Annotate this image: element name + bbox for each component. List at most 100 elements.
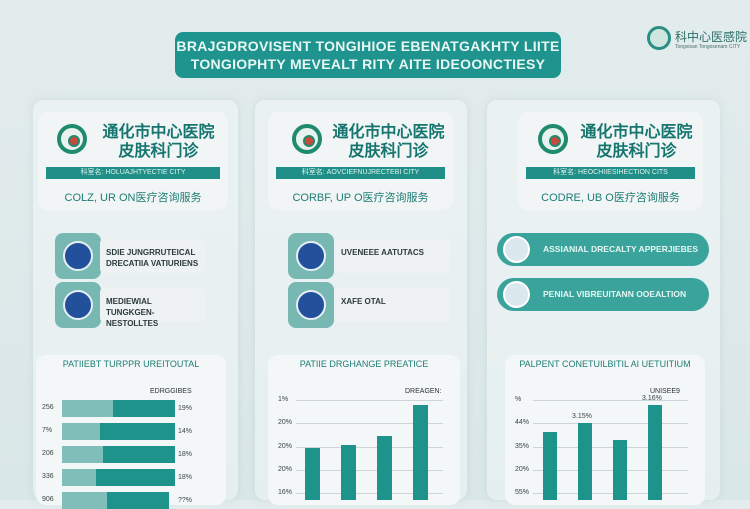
subtitle: CODRE, UB O医疗咨询服务 (541, 192, 680, 204)
hospital-seal-icon (292, 124, 322, 154)
bar-segment-dark (107, 492, 170, 509)
gridline (296, 469, 443, 471)
chart-title: PALPENT CONETUILBITIL AI UETUITIUM (519, 359, 691, 369)
gridline (533, 446, 688, 448)
gridline (296, 493, 443, 495)
department-strip: 科室名: HOLUAJHTYECTIE CITY (46, 167, 220, 179)
chart-title: PATIIE DRGHANGE PREATICE (299, 359, 429, 369)
data-label: 3.16% (642, 395, 662, 403)
service-icon-box[interactable] (55, 233, 101, 279)
bar-segment-light (62, 492, 108, 509)
emblem-icon (647, 26, 671, 50)
hospital-name-text: 通化市中心医院 (102, 122, 215, 141)
y-tick-label: 55% (515, 489, 530, 497)
department-strip: 科室名: HEOCHIIESIHECTION CITS (526, 167, 695, 179)
bar (578, 423, 592, 500)
service-item[interactable]: XAFE OTAL (335, 288, 450, 322)
gridline (533, 423, 688, 425)
gridline (296, 400, 443, 401)
y-tick-label: 16% (278, 489, 293, 497)
bar (413, 405, 428, 500)
chart-legend: UNISEE9 (650, 388, 680, 395)
value-label: 19% (178, 405, 193, 412)
banner-line-1: BRAJGDROVISENT TONGIHIOE EBENATGAKHTY LI… (176, 38, 560, 54)
value-label: 14% (178, 428, 193, 435)
gridline (296, 446, 443, 448)
hospital-seal-icon (538, 124, 568, 154)
category-label: 256 (42, 404, 54, 411)
hospital-name: 通化市中心医院 皮肤科门诊 (328, 122, 449, 160)
gridline (533, 469, 688, 471)
service-pill-label: ASSIANIAL DRECALTY APPERJIEBES (543, 244, 699, 254)
bar-segment-light (62, 469, 96, 486)
tree-icon (63, 241, 93, 271)
hospital-name: 通化市中心医院 皮肤科门诊 (574, 122, 699, 160)
y-tick-label: 35% (515, 442, 530, 450)
bar-segment-light (62, 423, 101, 440)
y-tick-label: 20% (278, 419, 293, 427)
wings-emblem-icon (296, 290, 326, 320)
bar (305, 448, 320, 500)
bar-segment-dark (102, 446, 175, 463)
bar (543, 431, 557, 500)
category-label: 206 (42, 450, 54, 457)
hospital-header-card: 通化市中心医院 皮肤科门诊 科室名: HEOCHIIESIHECTION CITS… (518, 112, 703, 210)
hospital-name-text: 通化市中心医院 (580, 122, 693, 141)
category-label: 7% (42, 427, 53, 434)
chart-legend: EDRGGIBES (150, 388, 192, 395)
building-seal-icon (503, 236, 530, 263)
value-label: ??% (178, 497, 193, 504)
gridline (296, 423, 443, 425)
category-label: 336 (42, 473, 54, 480)
bar (648, 405, 662, 500)
department-name: 皮肤科门诊 (596, 141, 677, 160)
department-name: 皮肤科门诊 (348, 141, 429, 160)
banner-line-2: TONGIOPHTY MEVEALT RITY AITE IDEOONCTIES… (190, 56, 546, 72)
service-pill[interactable]: PENIAL VIBREUITANN OOEALTION (497, 278, 709, 311)
bar (341, 445, 356, 500)
subtitle: CORBF, UP O医疗咨询服务 (292, 192, 429, 204)
department-name: 皮肤科门诊 (118, 141, 199, 160)
hospital-seal-icon (57, 124, 87, 154)
service-item[interactable]: SDIE JUNGRRUTEICAL DRECATIIA VATIURIENS (100, 239, 205, 273)
title-banner: BRAJGDROVISENT TONGIHIOE EBENATGAKHTY LI… (175, 32, 561, 78)
value-label: 18% (178, 474, 193, 481)
bar-segment-dark (100, 423, 175, 440)
service-icon-box[interactable] (55, 282, 101, 328)
bar-segment-light (62, 446, 103, 463)
bar (377, 436, 392, 500)
department-strip: 科室名: AOVCIEFNUJRECTEBI CITY (276, 167, 445, 179)
y-tick-label: 44% (515, 419, 530, 427)
hospital-header-card: 通化市中心医院 皮肤科门诊 科室名: HOLUAJHTYECTIE CITY CO… (38, 112, 228, 210)
y-tick-label: 20% (278, 442, 293, 450)
bar (613, 439, 627, 500)
value-label: 18% (178, 451, 193, 458)
hospital-name: 通化市中心医院 皮肤科门诊 (93, 122, 224, 160)
gridline (533, 493, 688, 495)
logo-subtext: Tongxisan Tongosenam CITY (675, 44, 741, 50)
doctor-icon (503, 281, 530, 308)
subtitle: COLZ, UR ON医疗咨询服务 (64, 192, 202, 204)
hospital-name-text: 通化市中心医院 (332, 122, 445, 141)
medical-figure-icon (63, 290, 93, 320)
building-seal-icon (296, 241, 326, 271)
service-icon-box[interactable] (288, 282, 334, 328)
service-pill[interactable]: ASSIANIAL DRECALTY APPERJIEBES (497, 233, 709, 266)
y-tick-label: 20% (278, 465, 293, 473)
service-item[interactable]: UVENEEE AATUTACS (335, 239, 450, 273)
hospital-logo: 科中心医感院 Tongxisan Tongosenam CITY (645, 22, 750, 56)
data-label: 3.15% (572, 413, 592, 420)
gridline (533, 400, 688, 401)
chart-legend: DREAGEN: (405, 388, 442, 395)
y-tick-label: 1% (278, 396, 289, 403)
chart-title: PATIIEBT TURPPR UREITOUTAL (62, 359, 200, 369)
service-item[interactable]: MEDIEWIAL TUNGKGEN-NESTOLLTES (100, 288, 205, 328)
chart-card-2 (268, 355, 460, 505)
bar-segment-dark (112, 400, 175, 417)
logo-text: 科中心医感院 (675, 30, 748, 44)
service-icon-box[interactable] (288, 233, 334, 279)
hospital-header-card: 通化市中心医院 皮肤科门诊 科室名: AOVCIEFNUJRECTEBI CITY… (268, 112, 453, 210)
bar-segment-dark (95, 469, 175, 486)
service-pill-label: PENIAL VIBREUITANN OOEALTION (543, 289, 687, 299)
chart-card-3 (505, 355, 705, 505)
